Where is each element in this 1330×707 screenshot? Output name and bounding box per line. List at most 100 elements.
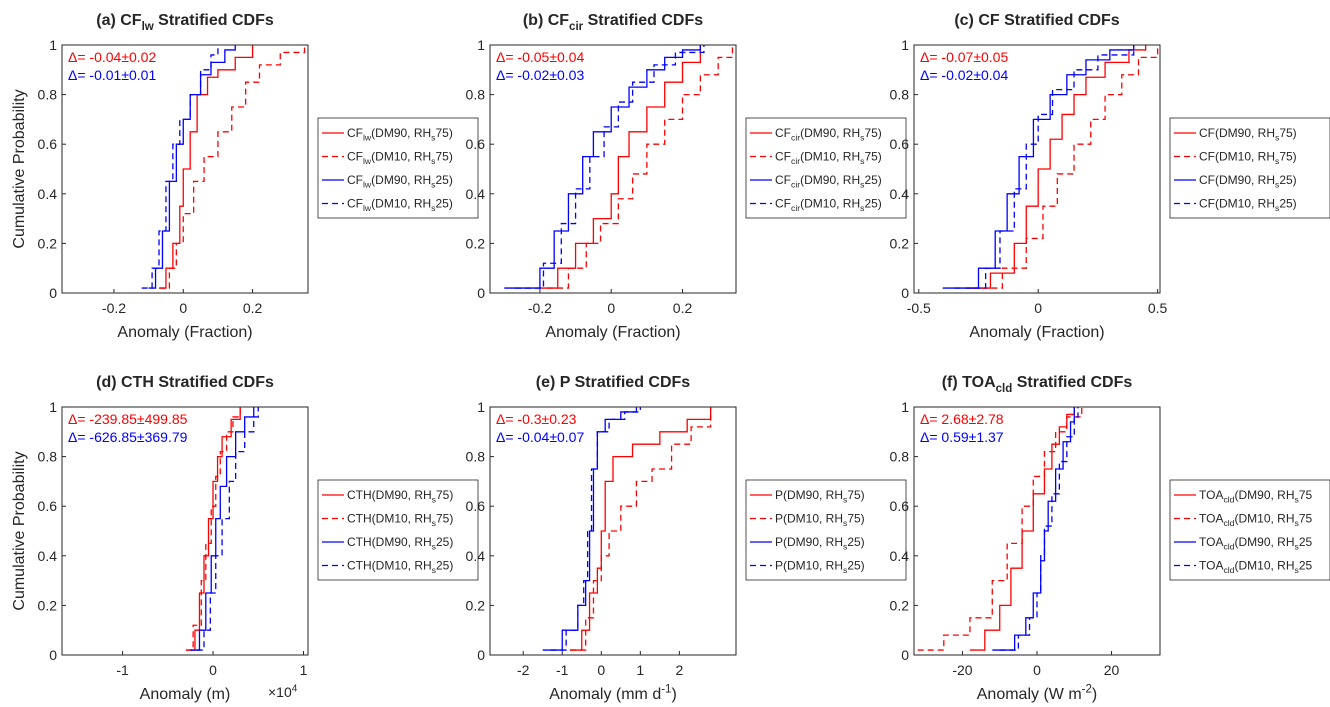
panel-title-part: (c) CF Stratified CDFs [954,12,1119,29]
legend-label-part: cld [1223,518,1234,528]
legend-label-part: CF [775,197,791,211]
y-tick-label: 0.4 [466,548,486,564]
legend-label-part: cir [791,156,800,166]
series-group [917,407,1083,651]
x-tick-label: 2 [675,662,683,678]
annotation: Δ= -0.04±0.02 [68,49,156,65]
legend-label: TOAcld(DM10, RHs25 [1199,559,1312,576]
legend-label-part: CTH(DM90, RH [347,535,432,549]
annotation: Δ= -0.04±0.07 [496,429,584,445]
legend-label: CFlw(DM10, RHs75) [347,150,453,167]
x-axis-label: Anomaly (mm d-1) [549,684,677,703]
legend-label-part: s [1295,565,1299,575]
y-tick-label: 0 [49,285,57,301]
legend-label-part: s [843,518,847,528]
cdf-line [971,45,1159,289]
legend-label-part: s [432,495,436,505]
y-tick-label: 1 [49,399,57,415]
cdf-line [141,45,219,289]
legend-label-part: CF [347,150,363,164]
legend-label: P(DM10, RHs25) [775,559,865,576]
legend-label-part: s [843,495,847,505]
legend-label-part: cir [791,180,800,190]
panel-title-part: (f) TOA [942,374,996,391]
legend-label-part: CF [347,126,363,140]
legend-label: CFcir(DM90, RHs75) [775,126,882,143]
legend-label-part: 75) [436,512,453,526]
y-tick-label: 0 [49,647,57,663]
legend-label-part: 75 [1299,512,1313,526]
cdf-line [999,407,1079,651]
legend-label-part: 75) [1279,126,1296,140]
panel-title-part: (e) P Stratified CDFs [536,374,691,391]
legend-box [317,117,479,219]
legend-label-part: TOA [1199,559,1223,573]
x-tick-label: 0 [597,662,605,678]
y-tick-label: 1 [477,37,485,53]
y-axis-label: Cumulative Probability [11,89,28,248]
legend-label-part: lw [363,156,372,166]
legend-label-part: (DM10, RH [371,197,431,211]
legend-label-part: 25) [847,559,864,573]
legend-label-part: cld [1223,495,1234,505]
legend-label-part: TOA [1199,535,1223,549]
panel-title-part: cir [569,21,584,33]
legend-label-part: s [432,565,436,575]
y-tick-label: 0.2 [38,597,58,613]
y-tick-label: 0 [901,285,909,301]
legend-label: P(DM90, RHs25) [775,535,865,552]
cdf-line [504,45,701,289]
x-tick-label: -0.2 [102,300,126,316]
y-tick-label: 0.8 [466,87,486,103]
y-tick-label: 0.4 [38,548,58,564]
x-tick-label: 0.2 [673,300,693,316]
legend-label-part: s [860,180,864,190]
panel-title: (f) TOAcld Stratified CDFs [942,374,1133,395]
x-axis-label-part: ) [1092,686,1097,703]
series-group [504,45,734,289]
cdf-line [159,45,306,289]
legend-label-part: 25 [1299,535,1313,549]
legend-label-part: cir [791,203,800,213]
legend-label-part: (DM10, RH [371,150,431,164]
x-axis-label-part: Anomaly (m) [140,686,231,703]
cdf-line [954,45,1135,289]
panel: 00.20.40.60.81-0.5 0 0.5Δ= -0.07±0.05Δ= -0… [890,12,1330,341]
cdf-line [550,407,641,651]
y-tick-label: 0.4 [890,548,910,564]
y-tick-label: 1 [49,37,57,53]
x-axis-label: Anomaly (Fraction) [969,324,1104,341]
y-tick-label: 0.2 [890,597,910,613]
x-tick-label: 1 [300,662,308,678]
x-axis-label-part: -1 [661,684,671,696]
annotation: Δ= -239.85±499.85 [68,411,188,427]
x-tick-label: -1 [556,662,569,678]
legend-label-part: lw [363,203,372,213]
x-axis-label: Anomaly (W m-2) [977,684,1097,703]
legend-label-part: TOA [1199,488,1223,502]
cdf-line [547,45,734,289]
cdf-line [539,45,701,289]
x-tick-label: 0.2 [243,300,263,316]
annotation: Δ= -626.85±369.79 [68,429,188,445]
panel-title: (d) CTH Stratified CDFs [96,374,274,391]
legend-label: CF(DM10, RHs25) [1199,197,1297,214]
legend-label-part: CF(DM10, RH [1199,150,1275,164]
y-tick-label: 0.8 [890,449,910,465]
legend-label-part: lw [363,133,372,143]
cdf-line [159,45,254,289]
x-tick-label: -20 [952,662,972,678]
legend-label-part: 25) [436,535,453,549]
legend-label-part: 25) [847,535,864,549]
x-tick-label: 1 [636,662,644,678]
y-tick-label: 0 [477,285,485,301]
x-tick-label: 0 [179,300,187,316]
legend-label: CF(DM90, RHs75) [1199,126,1297,143]
legend-label-part: 75) [847,512,864,526]
cdf-line [514,45,705,289]
cdf-line [190,407,255,651]
legend-label-part: s [431,133,435,143]
legend-label-part: 25) [1279,173,1296,187]
legend-label-part: 25) [435,197,452,211]
y-tick-label: 0.2 [890,235,910,251]
